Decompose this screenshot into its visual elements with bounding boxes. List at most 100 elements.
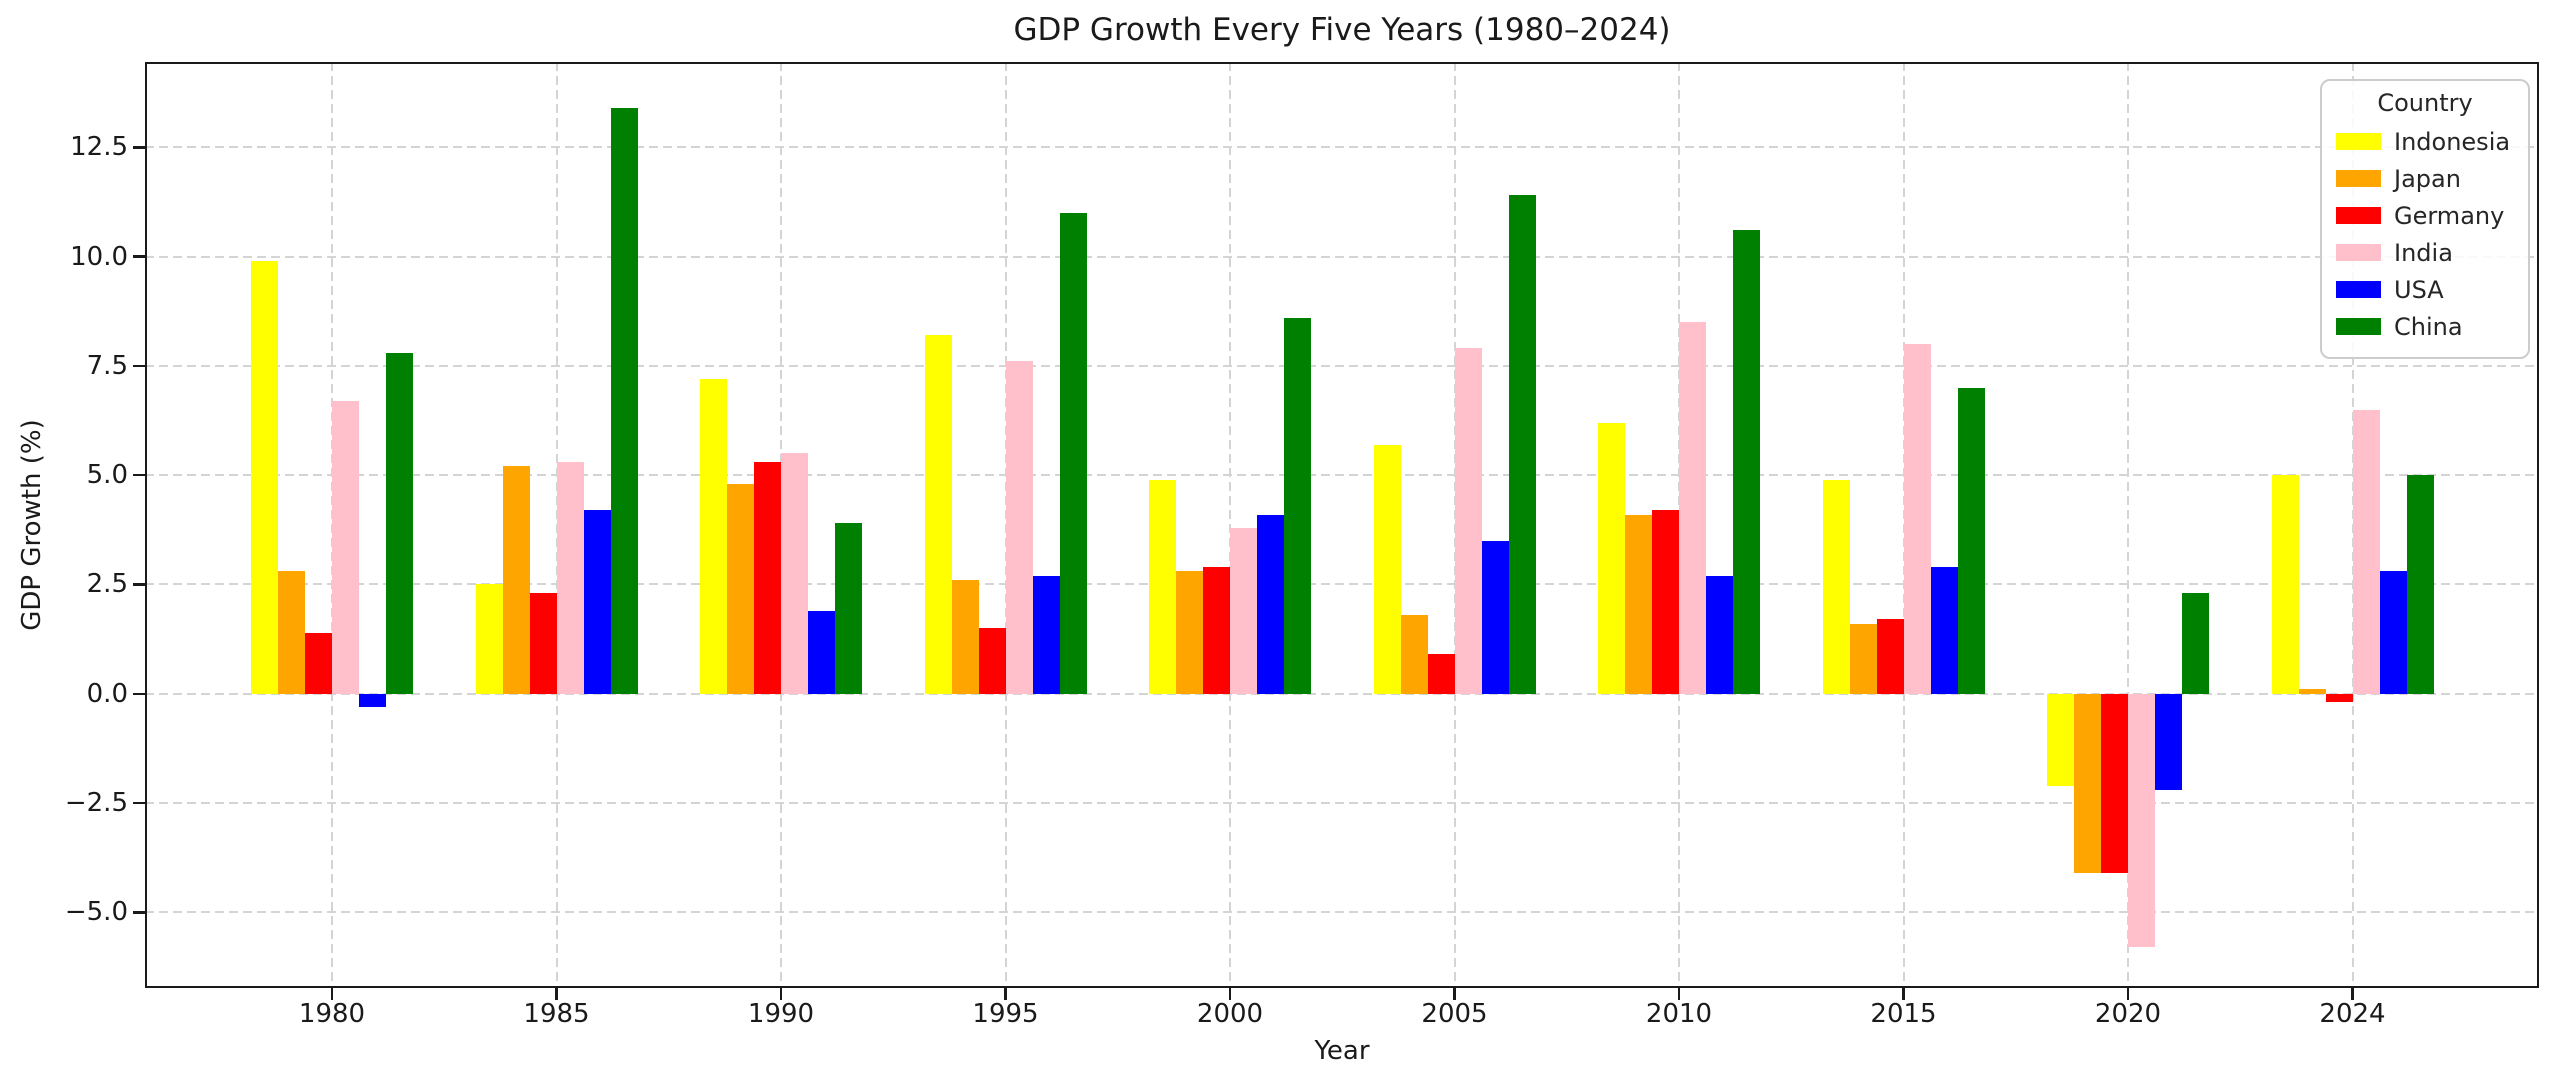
bar-usa-2000	[1257, 514, 1284, 694]
bar-germany-2010	[1652, 510, 1679, 694]
bar-usa-2015	[1930, 566, 1958, 694]
x-tick-label: 2005	[1421, 999, 1488, 1029]
y-tick-mark	[133, 364, 145, 368]
y-tick-mark	[133, 801, 145, 805]
y-tick-label: 2.5	[86, 569, 128, 600]
y-tick-mark	[133, 146, 145, 149]
bar-india-2000	[1230, 527, 1257, 694]
legend-item-germany: Germany	[2336, 197, 2514, 234]
bar-germany-2020	[2101, 693, 2128, 873]
legend-swatch-usa	[2336, 281, 2381, 298]
gridline-x-2000	[1229, 62, 1231, 988]
y-tick-label: 0.0	[86, 678, 128, 709]
gridline-y-2.5	[145, 583, 2539, 586]
x-tick-label: 1985	[523, 999, 590, 1029]
legend-items: Indonesia Japan Germany India USA China	[2336, 123, 2514, 345]
bar-germany-2024	[2325, 693, 2353, 703]
y-tick-label: 10.0	[70, 241, 128, 272]
bar-japan-1995	[951, 580, 979, 694]
bar-indonesia-1980	[251, 260, 278, 694]
bar-china-1980	[386, 352, 413, 694]
gridline-y-5	[145, 474, 2539, 477]
x-tick-mark	[2351, 988, 2354, 1000]
legend-item-india: India	[2336, 234, 2514, 271]
bar-usa-2024	[2379, 571, 2407, 694]
gridline-y-10	[145, 255, 2539, 258]
x-tick-label: 2015	[1870, 999, 1937, 1029]
y-tick-label: 5.0	[86, 460, 128, 491]
bar-germany-2000	[1203, 566, 1230, 694]
bar-india-1980	[332, 400, 359, 694]
gridline-x-2020	[2127, 62, 2129, 988]
chart-title: GDP Growth Every Five Years (1980–2024)	[1013, 12, 1671, 48]
bar-india-1995	[1005, 361, 1033, 694]
bar-india-2024	[2352, 409, 2380, 694]
bar-japan-2020	[2074, 693, 2101, 873]
legend-item-indonesia: Indonesia	[2336, 123, 2514, 160]
x-tick-label: 2020	[2094, 999, 2162, 1029]
gridline-y--2.5	[145, 802, 2539, 805]
bar-indonesia-1985	[475, 584, 503, 694]
x-tick-label: 2010	[1645, 999, 1713, 1029]
bar-china-1985	[610, 107, 638, 694]
bar-japan-2000	[1176, 571, 1203, 694]
bar-india-1985	[556, 462, 584, 694]
bar-japan-1990	[727, 483, 754, 694]
y-tick-label: −2.5	[64, 788, 128, 819]
bar-japan-1985	[502, 466, 530, 694]
gridline-y-7.5	[145, 364, 2539, 367]
legend-swatch-china	[2336, 318, 2381, 335]
bar-usa-2010	[1706, 575, 1733, 694]
bar-china-2024	[2406, 475, 2434, 694]
bar-china-2010	[1733, 230, 1760, 694]
legend-label: Indonesia	[2394, 127, 2511, 156]
legend-item-china: China	[2336, 308, 2514, 345]
x-tick-mark	[1004, 988, 1007, 1000]
bar-germany-1995	[978, 628, 1006, 694]
bar-indonesia-2010	[1598, 422, 1625, 694]
gridline-y-0	[145, 692, 2539, 695]
bar-india-2010	[1679, 322, 1706, 694]
bar-india-2005	[1454, 348, 1482, 694]
x-tick-label: 1990	[747, 999, 815, 1029]
legend-label: Germany	[2394, 201, 2505, 230]
bar-japan-2015	[1849, 623, 1877, 694]
bar-india-2015	[1903, 343, 1931, 694]
bar-china-2015	[1957, 387, 1985, 694]
x-axis-label: Year	[1314, 1036, 1370, 1066]
x-tick-mark	[1677, 988, 1681, 1000]
bar-usa-1985	[583, 510, 611, 694]
x-tick-mark	[1228, 988, 1232, 1000]
x-tick-mark	[1902, 988, 1905, 1000]
bar-china-2020	[2182, 593, 2209, 694]
y-tick-mark	[133, 473, 145, 477]
legend-label: China	[2394, 312, 2463, 341]
gridline-y--5	[145, 911, 2539, 914]
legend-label: USA	[2394, 275, 2444, 304]
bar-india-2020	[2128, 693, 2155, 948]
bar-indonesia-2020	[2047, 693, 2074, 786]
gridline-y-12.5	[145, 146, 2539, 149]
legend-swatch-germany	[2336, 207, 2381, 224]
legend-swatch-japan	[2336, 170, 2381, 187]
bar-indonesia-1990	[700, 378, 727, 694]
legend-swatch-indonesia	[2336, 133, 2381, 150]
bar-china-2005	[1508, 195, 1536, 694]
legend: Country Indonesia Japan Germany India USA Chi…	[2320, 79, 2530, 359]
x-tick-mark	[555, 988, 558, 1000]
x-tick-mark	[330, 988, 334, 1000]
legend-swatch-india	[2336, 244, 2381, 261]
bar-japan-1980	[278, 571, 305, 694]
bar-china-1995	[1059, 212, 1087, 694]
bar-germany-2015	[1876, 619, 1904, 694]
y-tick-label: −5.0	[64, 897, 128, 928]
y-tick-mark	[133, 583, 145, 586]
bar-indonesia-2005	[1373, 444, 1401, 694]
y-tick-label: 12.5	[70, 132, 128, 163]
x-tick-label: 2024	[2319, 999, 2386, 1029]
bar-japan-2005	[1400, 615, 1428, 694]
bar-usa-1995	[1032, 575, 1060, 694]
x-tick-mark	[779, 988, 783, 1000]
x-tick-label: 1980	[298, 999, 366, 1029]
